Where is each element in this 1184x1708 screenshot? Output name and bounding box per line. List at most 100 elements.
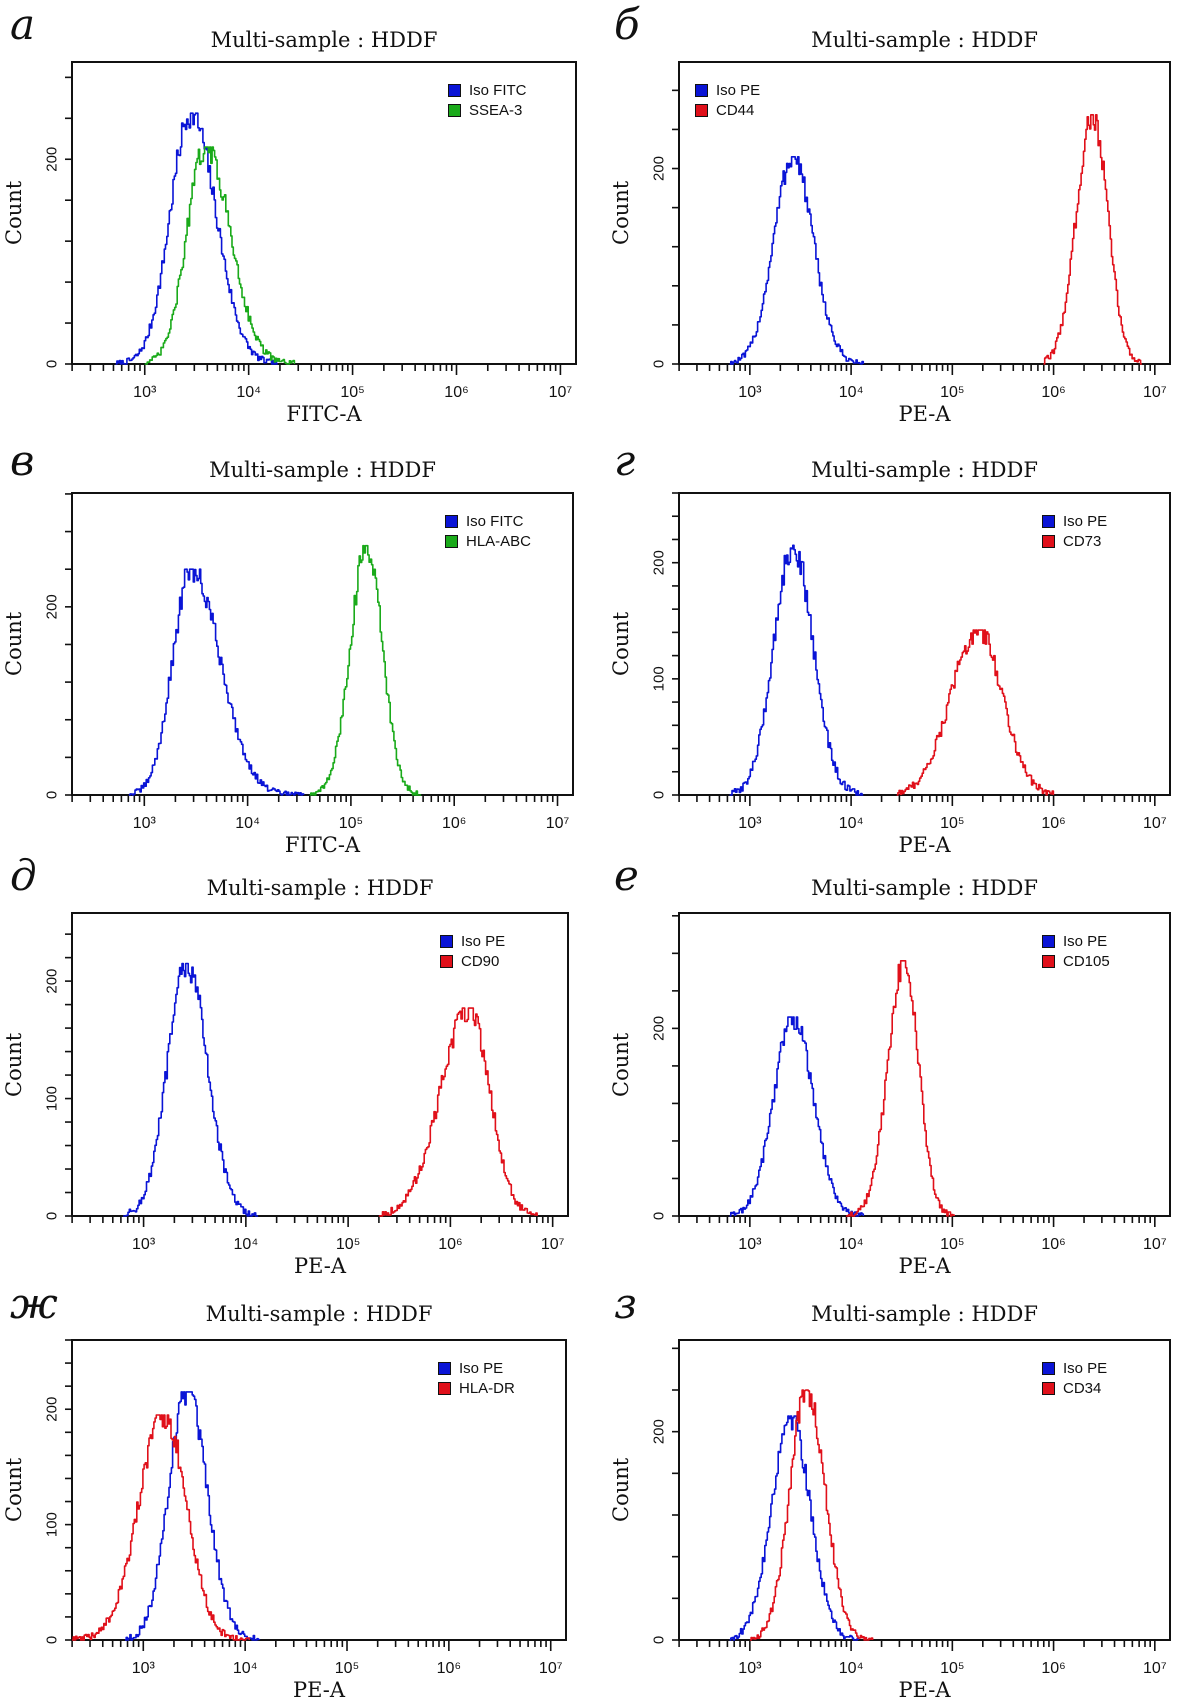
- legend-label: SSEA-3: [469, 101, 523, 119]
- panel-label: е: [614, 851, 639, 900]
- x-tick-label: 10⁴: [839, 815, 864, 832]
- x-tick-label: 10⁵: [940, 384, 964, 401]
- chart-title: Multi-sample : HDDF: [205, 1302, 433, 1326]
- x-tick-label: 10⁷: [539, 1660, 563, 1677]
- x-tick-label: 10³: [738, 815, 762, 832]
- chart-legend: Iso PE CD34: [1042, 1358, 1107, 1398]
- y-tick-label: 200: [44, 147, 61, 172]
- x-tick-label: 10⁴: [235, 815, 260, 832]
- x-axis-label: PE-A: [898, 1678, 951, 1702]
- legend-item: Iso PE: [695, 80, 760, 100]
- y-tick-label: 0: [44, 791, 61, 799]
- x-tick-label: 10⁴: [839, 1236, 864, 1253]
- x-tick-label: 10⁷: [1143, 1236, 1167, 1253]
- histogram-series-iso-fitc: [115, 112, 278, 365]
- legend-label: CD73: [1063, 532, 1102, 550]
- x-tick-label: 10⁵: [336, 1236, 360, 1253]
- x-tick-label: 10⁴: [839, 1660, 864, 1677]
- x-tick-label: 10⁶: [438, 1236, 462, 1253]
- legend-item: Iso PE: [440, 931, 505, 951]
- legend-item: SSEA-3: [448, 100, 527, 120]
- chart-legend: Iso FITC HLA-ABC: [445, 511, 531, 551]
- histogram-series-iso-fitc: [128, 568, 305, 796]
- chart-title: Multi-sample : HDDF: [811, 458, 1038, 482]
- panel-label: г: [614, 436, 636, 485]
- y-axis-label: Count: [609, 611, 633, 676]
- x-tick-label: 10⁴: [234, 1236, 259, 1253]
- histogram-series-iso-pe: [729, 1415, 860, 1641]
- legend-item: Iso PE: [1042, 511, 1107, 531]
- legend-item: HLA-ABC: [445, 531, 531, 551]
- x-tick-label: 10³: [133, 815, 157, 832]
- histogram-series-cd105: [846, 960, 955, 1217]
- x-tick-label: 10³: [132, 1236, 156, 1253]
- histogram-panel-3: 0 200 10³ 10⁴ 10⁵ 10⁶ 10⁷: [44, 492, 574, 832]
- x-axis-label: PE-A: [292, 1678, 346, 1702]
- x-tick-label: 10⁴: [233, 1660, 258, 1677]
- histogram-panel-2: 0 200 10³ 10⁴ 10⁵ 10⁶ 10⁷: [651, 61, 1171, 401]
- legend-swatch: [438, 1381, 451, 1395]
- legend-label: Iso PE: [1063, 1359, 1108, 1377]
- x-tick-label: 10⁷: [541, 1236, 565, 1253]
- legend-swatch: [1042, 1361, 1055, 1375]
- x-tick-label: 10⁶: [437, 1660, 461, 1677]
- legend-item: CD73: [1042, 531, 1107, 551]
- chart-title: Multi-sample : HDDF: [811, 28, 1038, 52]
- legend-item: Iso PE: [1042, 1358, 1107, 1378]
- x-axis-label: PE-A: [293, 1254, 347, 1278]
- legend-item: Iso PE: [438, 1358, 515, 1378]
- x-tick-label: 10⁵: [340, 384, 364, 401]
- legend-item: CD34: [1042, 1378, 1107, 1398]
- y-tick-label: 200: [651, 1016, 668, 1041]
- histogram-series-ssea-3: [144, 146, 296, 365]
- y-tick-label: 200: [651, 1419, 668, 1444]
- y-tick-label: 200: [44, 969, 61, 994]
- x-tick-label: 10⁶: [1041, 1236, 1065, 1253]
- x-axis-label: PE-A: [898, 1254, 951, 1278]
- plot-frame: [678, 492, 1171, 796]
- chart-legend: Iso PE CD90: [440, 931, 505, 971]
- histogram-series-cd44: [1043, 114, 1142, 365]
- chart-legend: Iso FITC SSEA-3: [448, 80, 527, 120]
- y-axis-label: Count: [2, 1032, 26, 1097]
- legend-label: HLA-ABC: [466, 532, 532, 550]
- plot-frame: [71, 61, 577, 365]
- y-tick-label: 200: [651, 550, 668, 575]
- panel-label: а: [10, 0, 36, 49]
- histogram-series-iso-pe: [729, 1016, 865, 1217]
- histogram-series-iso-pe: [125, 1391, 261, 1641]
- x-tick-label: 10⁷: [546, 815, 570, 832]
- legend-swatch: [445, 534, 458, 548]
- legend-label: CD90: [461, 952, 500, 970]
- x-tick-label: 10⁴: [236, 384, 261, 401]
- legend-item: CD105: [1042, 951, 1110, 971]
- legend-swatch: [438, 1361, 451, 1375]
- x-tick-label: 10³: [738, 1660, 762, 1677]
- y-tick-label: 100: [651, 666, 668, 691]
- x-tick-label: 10⁵: [940, 1236, 964, 1253]
- histogram-series-cd73: [896, 629, 1055, 796]
- y-tick-label: 200: [651, 156, 668, 181]
- legend-item: CD44: [695, 100, 760, 120]
- chart-legend: Iso PE HLA-DR: [438, 1358, 515, 1398]
- legend-swatch: [445, 514, 458, 528]
- x-tick-label: 10⁴: [839, 384, 864, 401]
- y-tick-label: 0: [44, 1212, 61, 1220]
- histogram-series-iso-pe: [729, 156, 865, 365]
- legend-swatch: [1042, 1381, 1055, 1395]
- histogram-series-cd90: [378, 1007, 538, 1217]
- panel-label: з: [614, 1279, 637, 1328]
- x-tick-label: 10³: [132, 1660, 156, 1677]
- y-axis-label: Count: [2, 180, 26, 245]
- chart-legend: Iso PE CD73: [1042, 511, 1107, 551]
- histogram-panel-8: 0 200 10³ 10⁴ 10⁵ 10⁶ 10⁷: [651, 1339, 1171, 1677]
- x-axis-label: PE-A: [898, 402, 951, 426]
- x-tick-label: 10⁷: [549, 384, 573, 401]
- histogram-series-cd34: [749, 1389, 874, 1641]
- y-tick-label: 200: [44, 1397, 61, 1422]
- x-axis-label: FITC-A: [284, 833, 361, 857]
- legend-swatch: [695, 103, 708, 117]
- x-tick-label: 10³: [738, 1236, 762, 1253]
- plot-frame: [71, 912, 569, 1217]
- y-tick-label: 200: [44, 594, 61, 619]
